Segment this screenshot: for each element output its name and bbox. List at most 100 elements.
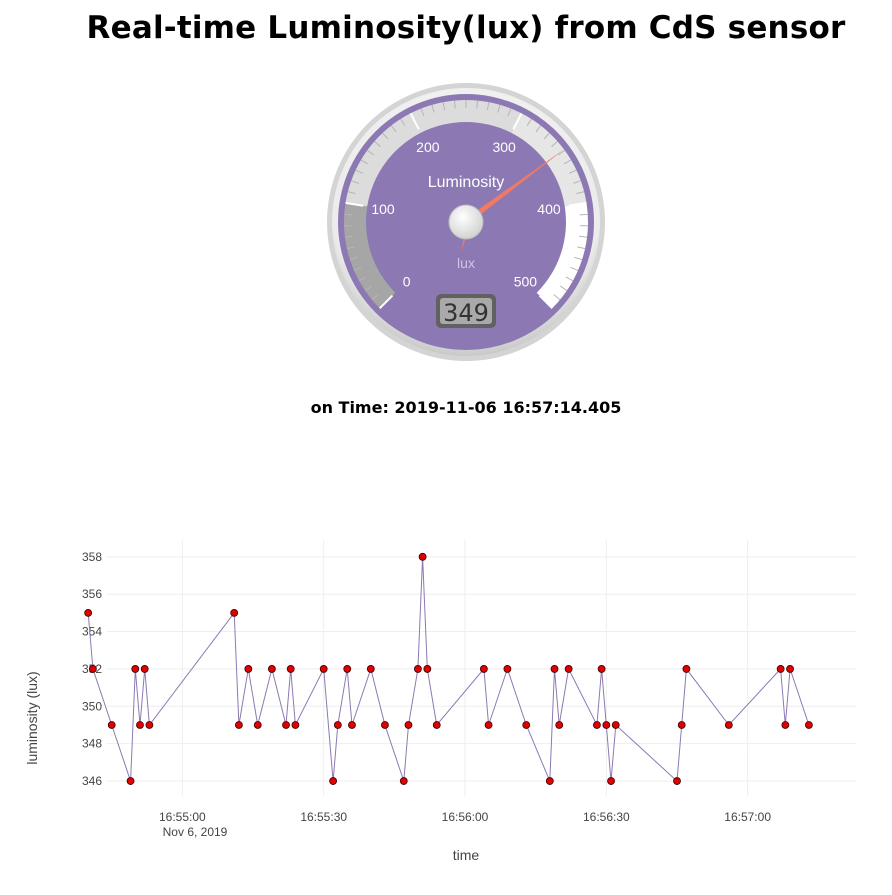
gauge-major-tick [379, 294, 394, 309]
data-point[interactable] [776, 665, 785, 673]
gauge-minor-tick [400, 118, 406, 127]
series-line [87, 556, 810, 783]
data-point[interactable] [503, 665, 512, 673]
data-point[interactable] [88, 665, 97, 673]
data-point[interactable] [136, 721, 144, 729]
gauge-title: Luminosity [428, 174, 504, 191]
data-point[interactable] [555, 721, 564, 729]
gauge-band-high [536, 202, 588, 309]
x-tick-label: 16:57:00 [724, 810, 771, 824]
data-point[interactable] [423, 665, 432, 673]
gauge-minor-tick [364, 285, 372, 291]
data-point[interactable] [140, 665, 149, 673]
gauge-value-screen [440, 298, 492, 324]
y-tick-label: 348 [82, 737, 102, 751]
gauge-major-tick [345, 201, 364, 207]
data-point[interactable] [244, 665, 253, 673]
gauge-major-tick [568, 201, 587, 207]
data-point[interactable] [673, 777, 681, 785]
data-point[interactable] [126, 777, 135, 785]
gauge-minor-tick [579, 213, 588, 216]
data-point[interactable] [366, 665, 375, 673]
x-tick-label: 16:56:00 [442, 810, 489, 824]
gauge-minor-tick [347, 191, 356, 195]
gauge-units: lux [457, 255, 475, 271]
data-point[interactable] [230, 608, 239, 617]
data-point[interactable] [781, 721, 790, 729]
data-point[interactable] [804, 721, 813, 729]
data-point[interactable] [343, 665, 352, 673]
gauge-minor-tick [526, 118, 532, 127]
gauge-minor-tick [390, 125, 397, 133]
data-point[interactable] [286, 665, 295, 673]
gauge-major-tick [512, 112, 523, 130]
gauge-tick-label: 100 [371, 201, 395, 217]
gauge-tick-label: 400 [537, 201, 561, 217]
gauge-tick-label: 200 [416, 139, 440, 155]
x-axis-date-label: Nov 6, 2019 [163, 825, 228, 839]
data-point[interactable] [418, 552, 427, 561]
data-point[interactable] [131, 665, 140, 673]
data-point[interactable] [348, 721, 356, 729]
x-axis-title: time [453, 847, 480, 863]
gauge-minor-tick [349, 256, 358, 261]
gauge-tick-label: 500 [514, 273, 538, 289]
data-point[interactable] [597, 665, 606, 673]
data-point[interactable] [399, 777, 408, 785]
gauge-minor-tick [560, 285, 568, 291]
data-point[interactable] [145, 721, 154, 729]
gauge-minor-tick [497, 104, 501, 113]
data-point[interactable] [432, 721, 441, 729]
gauge-minor-tick [353, 266, 362, 271]
data-point[interactable] [677, 721, 686, 729]
gauge-minor-tick [557, 149, 565, 156]
data-point[interactable] [107, 721, 116, 729]
gauge-minor-tick [358, 276, 367, 282]
gauge-minor-tick [454, 100, 456, 109]
gauge-minor-tick [553, 294, 561, 301]
x-axis-ticks: 16:55:00 16:55:30 16:56:00 16:56:30 16:57:00 [159, 810, 771, 824]
data-point[interactable] [479, 665, 488, 673]
data-point[interactable] [329, 777, 338, 785]
gauge-tick-label: 0 [403, 273, 411, 289]
data-point[interactable] [786, 665, 794, 673]
data-point[interactable] [333, 721, 342, 729]
data-point[interactable] [484, 721, 493, 729]
data-point[interactable] [234, 721, 243, 729]
data-point[interactable] [550, 665, 559, 673]
data-point[interactable] [84, 608, 93, 617]
gauge-minor-tick [507, 108, 512, 117]
data-point[interactable] [607, 777, 615, 785]
gauge-band-mid [345, 100, 522, 207]
data-point[interactable] [545, 777, 554, 785]
gauge-minor-tick [344, 235, 353, 238]
data-point[interactable] [522, 721, 531, 729]
x-tick-label: 16:56:30 [583, 810, 630, 824]
gauge-minor-tick [568, 169, 577, 174]
data-point[interactable] [564, 665, 573, 673]
data-point[interactable] [381, 721, 389, 729]
data-point[interactable] [404, 721, 413, 729]
gauge-minor-tick [486, 102, 490, 111]
y-tick-label: 358 [82, 550, 102, 564]
data-point[interactable] [319, 665, 328, 673]
data-point[interactable] [724, 721, 733, 729]
gauge-minor-tick [476, 100, 478, 109]
data-point[interactable] [253, 721, 262, 729]
data-point[interactable] [414, 665, 422, 673]
data-point[interactable] [593, 721, 601, 729]
gauge-tick-label: 300 [492, 139, 516, 155]
gauge-band-low [344, 202, 396, 309]
gauge-minor-tick [360, 159, 369, 165]
data-point[interactable] [291, 721, 300, 729]
gauge-minor-tick [551, 140, 558, 147]
data-point[interactable] [611, 721, 620, 729]
gauge-value-readout: 349 [443, 299, 489, 327]
data-point[interactable] [602, 721, 611, 729]
gauge-band-upper [511, 113, 587, 207]
x-tick-label: 16:55:30 [300, 810, 347, 824]
data-point[interactable] [682, 665, 691, 673]
gauge-minor-tick [374, 140, 381, 147]
data-point[interactable] [267, 665, 276, 673]
data-point[interactable] [282, 721, 290, 729]
